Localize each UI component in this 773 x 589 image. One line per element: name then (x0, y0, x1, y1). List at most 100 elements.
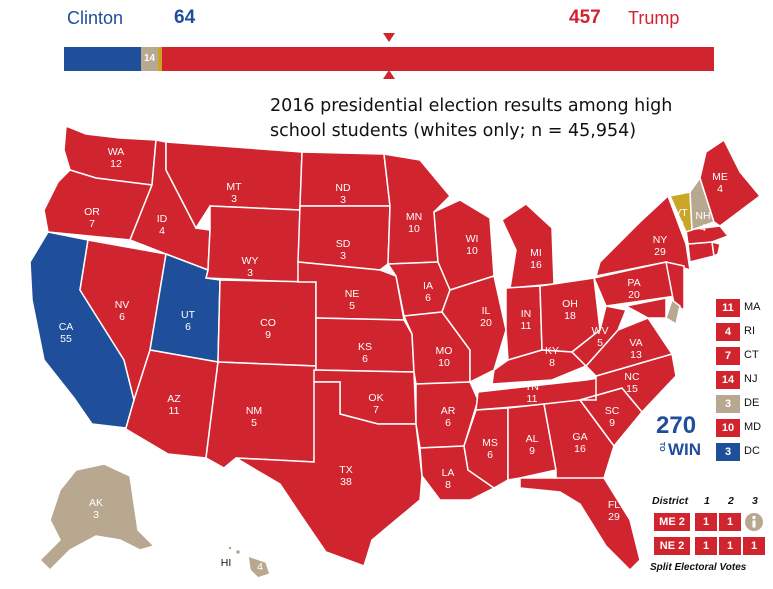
state-label-mn: MN (406, 211, 422, 223)
legend-state-de: DE (744, 397, 760, 409)
state-label-ar: AR (441, 405, 456, 417)
legend-state-ri: RI (744, 325, 755, 337)
legend-votes-ri: 4 (716, 323, 740, 341)
state-votes-wa: 12 (110, 158, 122, 170)
state-il[interactable] (441, 275, 507, 384)
split-col-3: 3 (752, 495, 758, 507)
state-md[interactable] (623, 297, 667, 319)
state-label-al: AL (526, 433, 539, 445)
state-label-ms: MS (482, 437, 498, 449)
state-label-in: IN (521, 308, 532, 320)
clinton-electoral-votes: 64 (174, 7, 196, 28)
split-row-ne2-name[interactable]: NE 2 (654, 537, 690, 555)
split-ne2-1[interactable]: 1 (695, 537, 717, 555)
state-label-co: CO (260, 317, 276, 329)
state-mi[interactable] (501, 203, 555, 289)
state-label-la: LA (442, 467, 455, 479)
state-votes-ak: 3 (93, 509, 99, 521)
state-votes-ks: 6 (362, 353, 368, 365)
state-label-fl: FL (608, 499, 620, 511)
state-votes-nv: 6 (119, 311, 125, 323)
info-icon[interactable] (744, 512, 764, 532)
state-votes-ut: 6 (185, 321, 191, 333)
logo-small: TO (658, 442, 665, 452)
split-me2-2[interactable]: 1 (719, 513, 741, 531)
state-label-va: VA (629, 337, 642, 349)
state-fl[interactable] (519, 477, 641, 572)
state-tx[interactable] (235, 381, 423, 567)
clinton-name: Clinton (67, 8, 124, 28)
state-votes-oh: 18 (564, 310, 576, 322)
state-ma[interactable] (685, 225, 730, 245)
state-votes-va: 13 (630, 349, 642, 361)
legend-state-ct: CT (744, 349, 759, 361)
state-votes-ms: 6 (487, 449, 493, 461)
logo-bottom: WIN (668, 440, 702, 459)
state-votes-in: 11 (521, 320, 532, 332)
state-votes-ia: 6 (425, 292, 431, 304)
bar-yellow-segment (158, 47, 162, 71)
state-wy[interactable] (205, 205, 301, 283)
state-al[interactable] (507, 403, 557, 481)
state-label-mo: MO (436, 345, 453, 357)
state-de[interactable] (665, 298, 681, 326)
state-votes-sd: 3 (340, 250, 346, 262)
state-votes-ok: 7 (373, 404, 379, 416)
state-label-nm: NM (246, 405, 262, 417)
state-votes-nh: 4 (700, 222, 706, 234)
legend-state-dc: DC (744, 445, 760, 457)
state-sd[interactable] (297, 205, 391, 271)
split-ne2-2[interactable]: 1 (719, 537, 741, 555)
state-votes-az: 11 (169, 405, 180, 417)
state-votes-mt: 3 (231, 193, 237, 205)
state-wv[interactable] (570, 305, 628, 368)
state-label-nv: NV (115, 299, 130, 311)
state-label-mi: MI (530, 247, 542, 259)
bar-clinton-segment (64, 47, 141, 71)
legend-votes-dc: 3 (716, 443, 740, 461)
state-votes-tx: 38 (340, 476, 352, 488)
state-votes-pa: 20 (628, 289, 640, 301)
split-col-1: 1 (704, 495, 710, 507)
state-label-ne: NE (345, 288, 360, 300)
state-ri[interactable] (711, 241, 721, 258)
state-label-sd: SD (336, 238, 351, 250)
state-label-ky: KY (545, 345, 559, 357)
state-votes-wv: 5 (597, 337, 603, 349)
state-label-tx: TX (339, 464, 352, 476)
legend-state-nj: NJ (744, 373, 758, 385)
state-label-wa: WA (108, 146, 125, 158)
state-nc[interactable] (579, 353, 677, 414)
legend-state-ma: MA (744, 301, 761, 313)
state-label-pa: PA (627, 277, 640, 289)
state-votes-ar: 6 (445, 417, 451, 429)
legend-votes-nj: 14 (716, 371, 740, 389)
state-votes-ky: 8 (549, 357, 555, 369)
state-ct[interactable] (687, 241, 715, 263)
state-hi-islands (234, 548, 242, 556)
split-district-label: District (652, 495, 689, 507)
state-ny[interactable] (594, 194, 691, 277)
state-hi[interactable] (247, 554, 271, 579)
split-row-me2-name[interactable]: ME 2 (654, 513, 690, 531)
hi-label: HI (221, 557, 232, 569)
subtitle-line-2: school students (whites only; n = 45,954… (270, 121, 637, 141)
split-ne2-3[interactable]: 1 (743, 537, 765, 555)
state-label-il: IL (482, 305, 491, 317)
state-votes-hi: 4 (257, 561, 263, 573)
state-ak[interactable] (38, 463, 156, 572)
state-label-tn: TN (525, 381, 539, 393)
state-label-ok: OK (368, 392, 383, 404)
state-votes-ga: 16 (574, 443, 586, 455)
270towin-logo[interactable]: 270 TO WIN (654, 412, 704, 462)
state-votes-tn: 11 (527, 393, 538, 405)
state-nj[interactable] (665, 261, 685, 312)
state-votes-me: 4 (717, 183, 723, 195)
state-label-nd: ND (335, 182, 351, 194)
split-me2-1[interactable]: 1 (695, 513, 717, 531)
state-me[interactable] (699, 138, 762, 227)
state-label-wv: WV (592, 325, 609, 337)
state-label-ia: IA (423, 280, 433, 292)
state-ky[interactable] (491, 349, 588, 385)
